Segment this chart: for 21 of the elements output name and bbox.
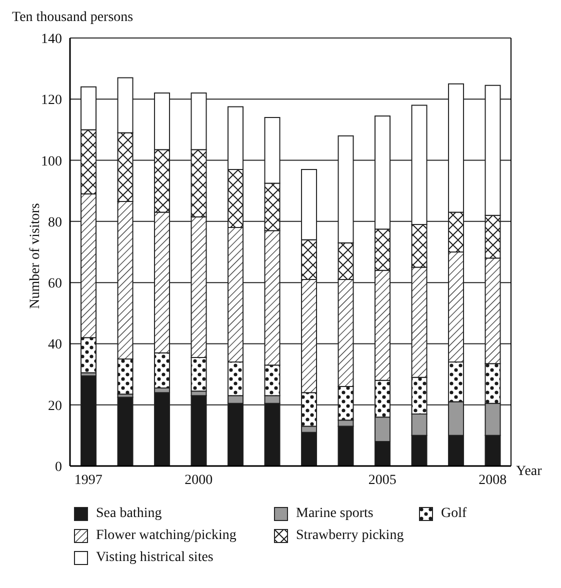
legend-label: Golf (441, 506, 467, 522)
y-tick-label: 80 (48, 215, 62, 230)
y-tick-label: 40 (48, 338, 62, 353)
legend-label: Visting histrical sites (96, 550, 214, 566)
x-axis-title: Year (516, 464, 542, 480)
y-tick-label: 0 (55, 460, 62, 475)
text: Ten thousand persons (12, 10, 134, 26)
y-tick-label: 100 (41, 154, 62, 170)
x-tick-label: 2005 (368, 472, 396, 488)
y-tick-label: 20 (48, 398, 62, 414)
legend-label: Flower watching/picking (96, 528, 236, 544)
x-tick-label: 2008 (478, 472, 507, 488)
y-tick-label: 60 (48, 276, 62, 292)
legend-label: Marine sports (296, 506, 374, 522)
x-tick-label: 2000 (184, 472, 213, 488)
y-tick-label: 120 (41, 93, 62, 108)
y-axis-title: Number of visitors (28, 202, 44, 311)
legend-label: Sea bathing (96, 506, 162, 522)
x-tick-label: 1997 (74, 472, 102, 488)
y-tick-label: 140 (41, 32, 62, 47)
legend-label: Strawberry picking (296, 528, 404, 544)
